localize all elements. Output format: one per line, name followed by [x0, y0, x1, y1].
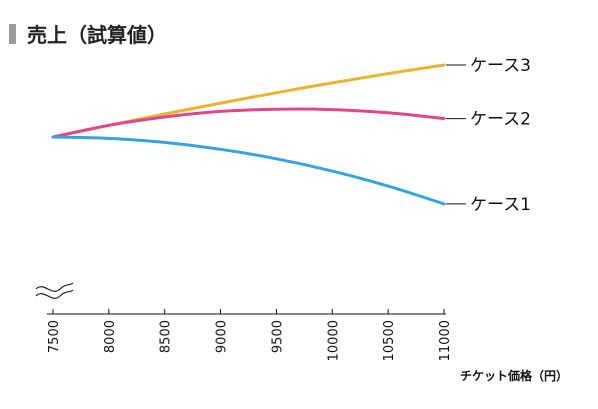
x-tick-label: 9500 [270, 320, 285, 353]
x-tick-label: 10500 [382, 320, 397, 361]
series-line-1 [51, 135, 446, 206]
series-layer: ケース3 ケース2 ケース1 [51, 56, 531, 215]
axis-break-icon [35, 282, 74, 299]
chart-title: 売上（試算値） [27, 23, 167, 47]
x-tick-layer: 7500 8000 8500 9000 9500 10000 10500 11000 [47, 309, 453, 361]
series-label: ケース3 [470, 56, 531, 76]
series-line-2 [51, 107, 446, 139]
x-axis-label: チケット価格（円） [460, 368, 568, 383]
x-tick-label: 11000 [438, 320, 453, 361]
x-tick-label: 8000 [103, 320, 118, 353]
x-tick-label: 7500 [47, 320, 62, 353]
x-tick-label: 10000 [326, 320, 341, 361]
x-tick-label: 8500 [159, 320, 174, 353]
title-accent-bar [9, 24, 16, 44]
series-label: ケース2 [470, 110, 531, 130]
x-tick-label: 9000 [215, 320, 230, 353]
series-label: ケース1 [470, 195, 531, 215]
